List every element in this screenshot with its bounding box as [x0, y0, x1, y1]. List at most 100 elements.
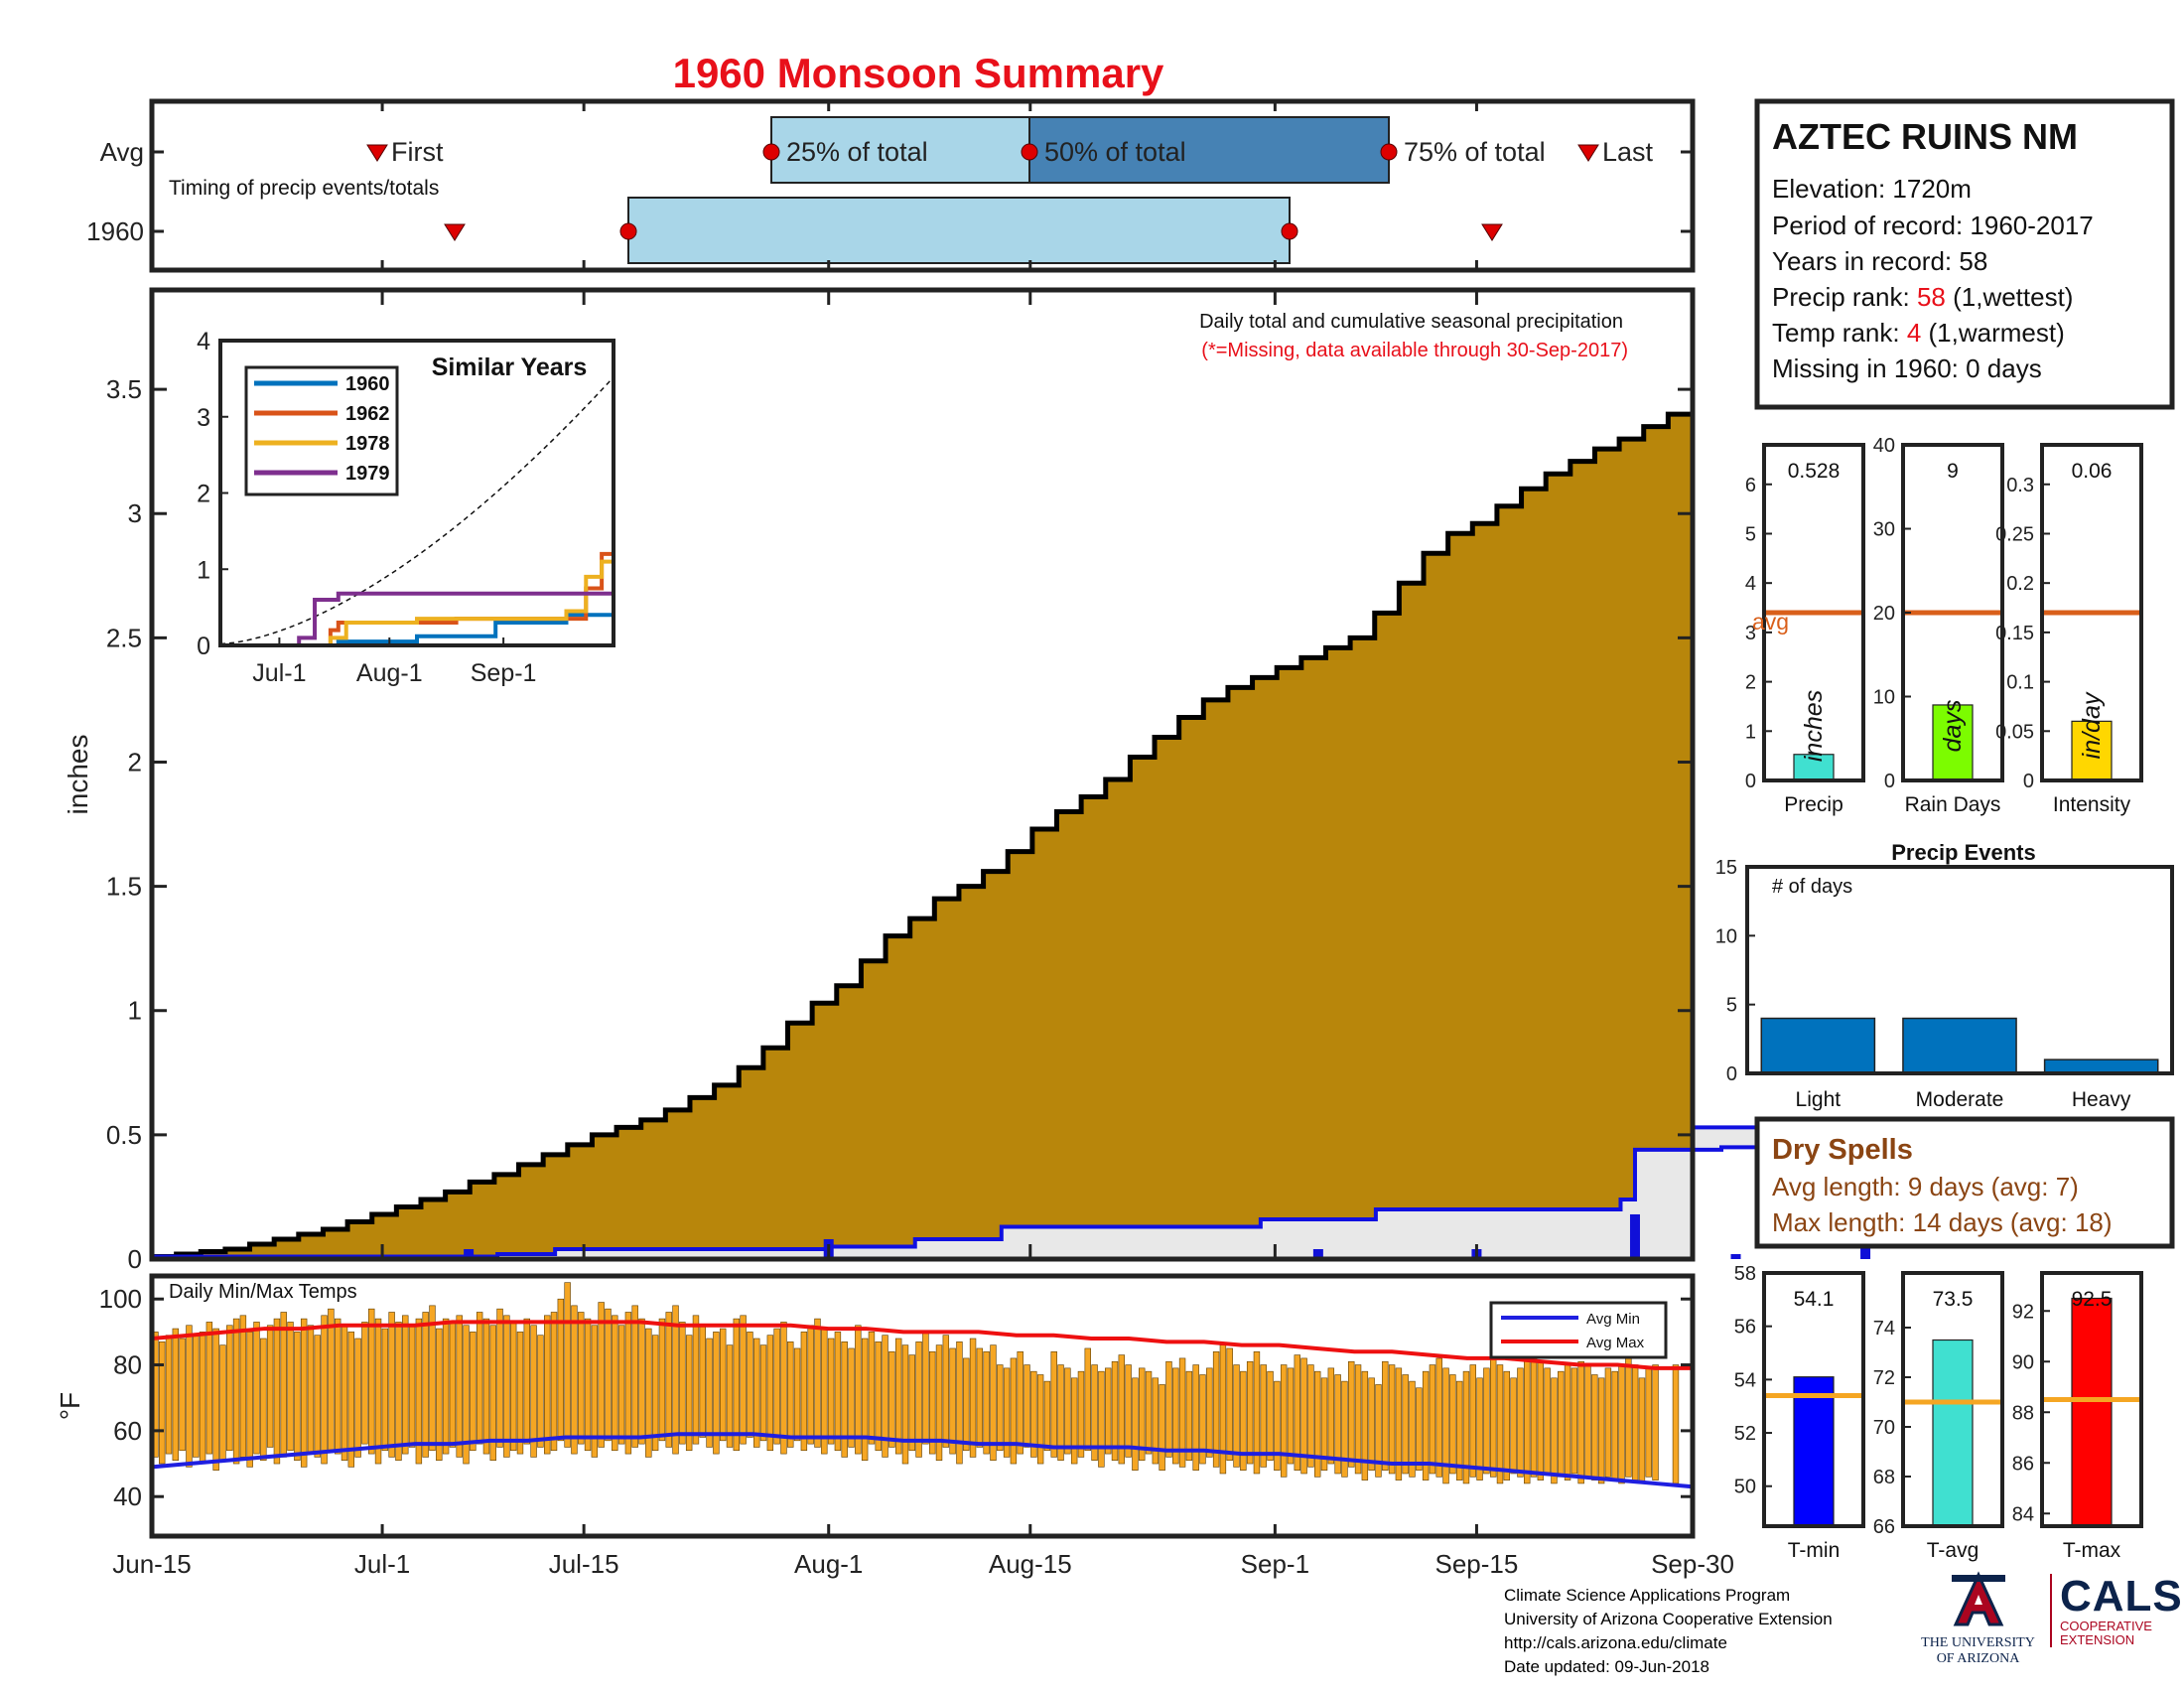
temp-daily-bar — [205, 1322, 213, 1455]
mini-value-bar — [1932, 1339, 1974, 1527]
station-frame — [1754, 98, 2175, 410]
side-intensity-chart: 0 0.05 0.1 0.15 0.2 0.25 0.3 0.06 in/day Intensit… — [1995, 443, 2143, 816]
temp-daily-bar — [1145, 1370, 1153, 1455]
university-of-arizona-logo[interactable]: THE UNIVERSITY OF ARIZONA — [1921, 1571, 2035, 1667]
first-avg-marker — [366, 144, 388, 162]
temp-daily-bar — [1287, 1367, 1295, 1465]
temp-daily-bar — [557, 1298, 565, 1442]
temp-daily-bar — [1300, 1357, 1307, 1475]
temp-daily-bar — [1233, 1364, 1240, 1468]
precip-rank-line: Precip rank: 58 (1,wettest) — [1772, 282, 2073, 312]
station-elevation: Elevation: 1720m — [1772, 174, 1972, 204]
temp-daily-bar — [821, 1328, 828, 1455]
temp-daily-bar — [1496, 1364, 1504, 1484]
temp-legend — [1489, 1301, 1668, 1359]
precip-event-label: Moderate — [1916, 1088, 2004, 1111]
temp-ytick-label: 40 — [113, 1481, 142, 1511]
mini-frame — [1901, 1271, 2004, 1528]
mini-category-label: T-avg — [1927, 1539, 1979, 1562]
temp-daily-bar — [354, 1338, 361, 1458]
mini-value-label: 54.1 — [1794, 1288, 1835, 1311]
events-ytick-label: 10 — [1715, 925, 1737, 947]
temp-daily-bar — [496, 1308, 503, 1448]
temp-daily-bar — [1672, 1364, 1680, 1484]
mini-ytick-label: 0.3 — [2006, 475, 2034, 496]
p75-marker — [1380, 143, 1398, 161]
precip-rank-note: (1,wettest) — [1946, 282, 2074, 312]
temp-daily-bar — [922, 1332, 929, 1445]
temp-daily-bar — [1098, 1370, 1105, 1468]
mini-value-bar — [2071, 720, 2113, 781]
temp-daily-bar — [841, 1341, 848, 1458]
temp-daily-bar — [1327, 1367, 1335, 1465]
temp-daily-bar — [1503, 1370, 1511, 1481]
temp-daily-bar — [395, 1322, 402, 1462]
footer-line-3[interactable]: http://cals.arizona.edu/climate — [1504, 1633, 1727, 1652]
mini-category-label: T-min — [1788, 1539, 1841, 1562]
temp-frame — [149, 1273, 1696, 1539]
temp-daily-bar — [1111, 1360, 1119, 1462]
mini-unit-label: days — [1939, 700, 1967, 753]
date-xtick-label: Aug-1 — [794, 1549, 863, 1579]
temp-daily-bar — [1476, 1377, 1483, 1481]
temp-daily-bar — [212, 1328, 219, 1471]
precip-event-bar — [1760, 1017, 1876, 1074]
temp-daily-bar — [983, 1350, 990, 1455]
mini-ytick-label: 5 — [1745, 523, 1756, 545]
p25-label: 25% of total — [786, 137, 928, 167]
mini-ytick-label: 68 — [1873, 1467, 1895, 1488]
temp-daily-bar — [509, 1322, 517, 1452]
side-tmin-chart: 50 52 54 56 58 54.1 T-min — [1734, 1263, 1865, 1562]
temp-daily-bar — [1631, 1364, 1639, 1481]
first-year-marker — [444, 223, 466, 241]
mini-category-label: Intensity — [2053, 793, 2131, 816]
temp-daily-bar — [1382, 1360, 1389, 1471]
temp-daily-bar — [1604, 1367, 1612, 1478]
temp-daily-bar — [1139, 1367, 1146, 1462]
temp-daily-bar — [476, 1312, 483, 1445]
temp-daily-bar — [1517, 1367, 1524, 1478]
temp-daily-bar — [1212, 1350, 1220, 1468]
inset-ytick-label: 2 — [197, 481, 210, 508]
temp-daily-bar — [976, 1347, 984, 1448]
temp-daily-bar — [347, 1332, 355, 1468]
temp-daily-bar — [1165, 1360, 1172, 1458]
temp-daily-bar — [692, 1315, 700, 1445]
precip-event-bar — [2043, 1058, 2159, 1074]
temp-daily-bar — [1449, 1374, 1456, 1475]
temp-daily-bar — [429, 1305, 436, 1452]
temp-daily-bar — [997, 1364, 1004, 1452]
temp-ytick-label: 80 — [113, 1350, 142, 1380]
temp-daily-bar — [381, 1328, 389, 1452]
temp-daily-bar — [402, 1315, 409, 1455]
arizona-a-icon — [1951, 1571, 2005, 1626]
temp-daily-bar — [1524, 1357, 1531, 1484]
inset-ytick-label: 1 — [197, 556, 210, 584]
mini-ytick-label: 92 — [2012, 1301, 2034, 1323]
precip-events-ylabel: # of days — [1772, 876, 1852, 898]
temp-daily-bar — [1030, 1370, 1037, 1458]
temp-daily-bar — [807, 1325, 814, 1445]
temp-daily-bar — [1611, 1370, 1618, 1481]
inset-xtick-label: Jul-1 — [252, 659, 306, 687]
mini-category-label: Precip — [1784, 793, 1843, 816]
legend-avg-max-label: Avg Max — [1586, 1335, 1645, 1351]
temp-daily-bar — [280, 1312, 287, 1458]
temp-daily-bar — [1320, 1377, 1328, 1471]
temp-daily-bar — [753, 1338, 760, 1448]
main-frame — [149, 287, 1696, 1262]
temp-daily-bar — [321, 1315, 328, 1465]
avg-min-line — [151, 1432, 1694, 1489]
temp-daily-bar — [266, 1325, 274, 1448]
temp-daily-bar — [361, 1322, 368, 1445]
cals-logo[interactable]: CALS COOPERATIVE EXTENSION — [2050, 1574, 2182, 1647]
temp-daily-bar — [1645, 1367, 1652, 1478]
daily-precip-bar — [1730, 1253, 1741, 1259]
temp-daily-bar — [193, 1335, 200, 1458]
temp-daily-bar — [1388, 1364, 1396, 1475]
first-label: First — [391, 137, 444, 167]
avg-max-line — [151, 1320, 1693, 1370]
temp-daily-bar — [1307, 1364, 1314, 1468]
temp-daily-bar — [388, 1312, 395, 1458]
station-name: AZTEC RUINS NM — [1772, 116, 2078, 157]
